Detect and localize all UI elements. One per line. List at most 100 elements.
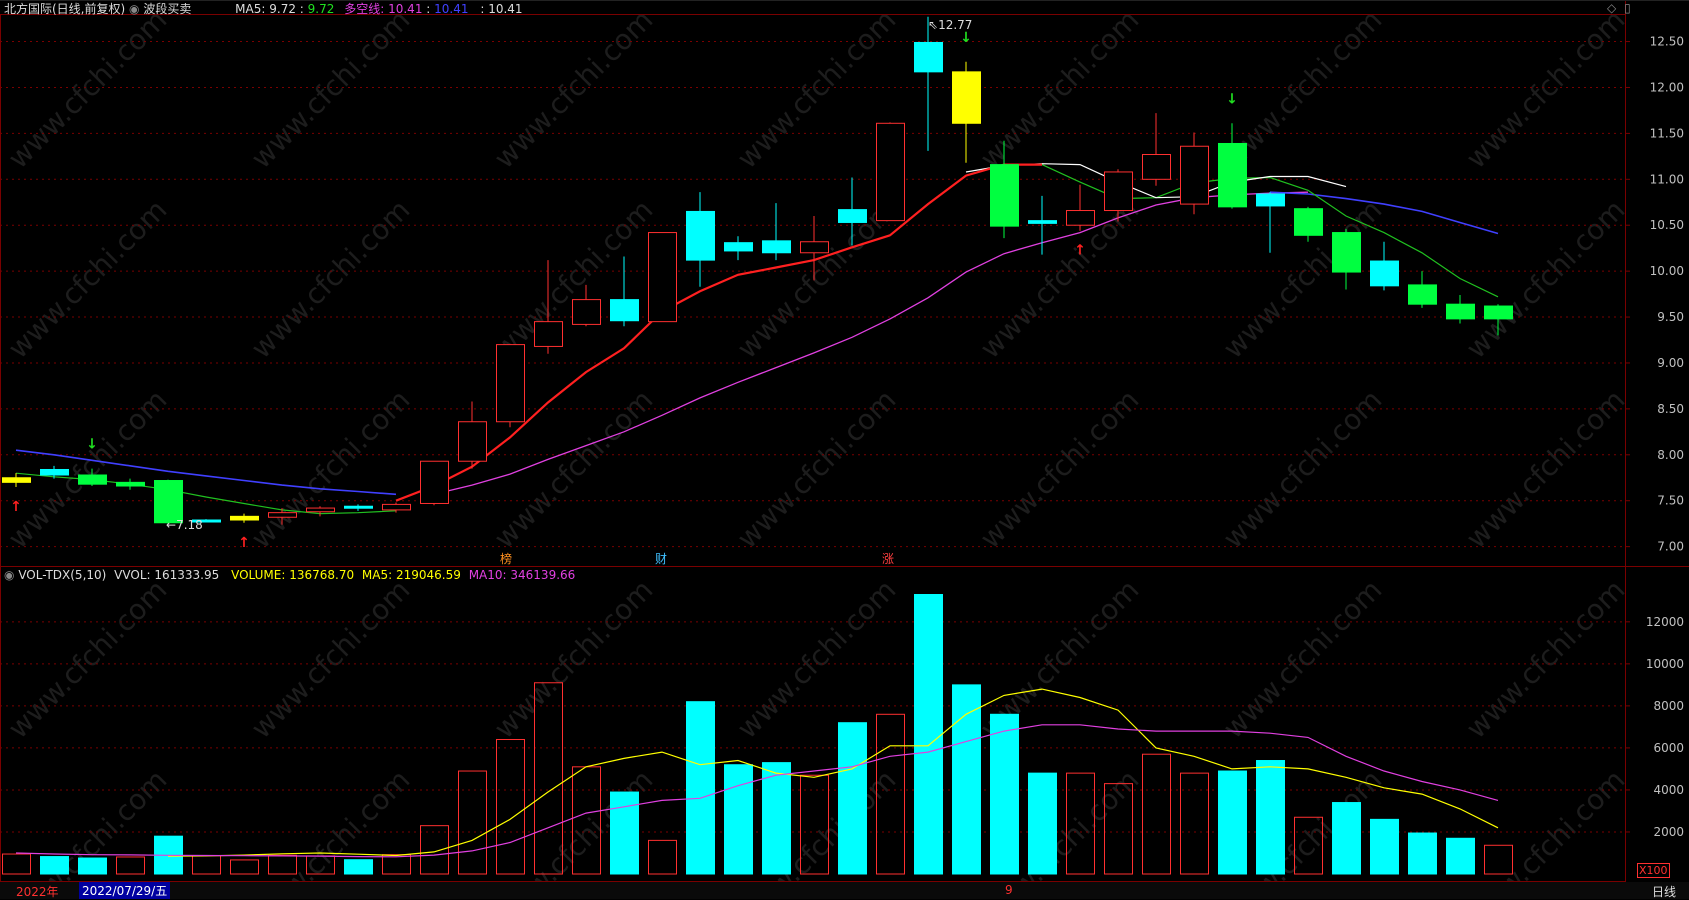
candle-body <box>420 460 449 504</box>
volume-bar <box>192 855 221 875</box>
volume-tick-label: 8000 <box>1653 699 1684 713</box>
price-tick-label: 7.00 <box>1657 540 1684 554</box>
volume-tick-label: 4000 <box>1653 783 1684 797</box>
price-tick-label: 12.00 <box>1650 80 1684 94</box>
volume-ma10-line <box>15 724 1499 858</box>
sell-arrow-icon: ↓ <box>1226 91 1238 107</box>
candle-body <box>686 210 715 261</box>
month-label: 9 <box>1005 883 1013 897</box>
candle-body <box>230 515 259 521</box>
price-tick-label: 11.50 <box>1650 126 1684 140</box>
dropdown-icon[interactable]: ◉ <box>129 2 140 16</box>
watermark-text: www.cfchi.com <box>974 3 1146 175</box>
event-marker-list[interactable]: 榜 <box>500 552 513 566</box>
buy-arrow-icon: ↑ <box>1074 243 1086 259</box>
volume-bar <box>1484 844 1513 875</box>
event-marker-finance[interactable]: 财 <box>655 552 668 566</box>
volume-bar <box>534 682 563 875</box>
dropdown-icon[interactable]: ◉ <box>4 568 15 582</box>
volume-bar <box>1142 753 1171 875</box>
candle-body <box>1180 145 1209 205</box>
stock-name[interactable]: 北方国际(日线,前复权) <box>4 2 126 16</box>
volume-bar <box>1370 818 1399 875</box>
watermark-text: www.cfchi.com <box>1460 573 1632 745</box>
magenta-ma-line <box>433 191 1309 495</box>
candle-body <box>1332 232 1361 273</box>
candle-body <box>1142 154 1171 180</box>
price-tick-label: 10.00 <box>1650 264 1684 278</box>
panel-icon[interactable]: ▯ <box>1624 1 1631 15</box>
volume-bar <box>1028 772 1057 875</box>
candle-body <box>1066 210 1095 226</box>
candle-body <box>610 299 639 322</box>
volume-bar <box>344 859 373 875</box>
indicator-name[interactable]: 波段买卖 <box>143 2 192 16</box>
buy-arrow-icon: ↑ <box>10 499 22 515</box>
dk-label: 多空线: <box>344 2 385 16</box>
watermark-text: www.cfchi.com <box>1460 3 1632 175</box>
volume-tick-label: 10000 <box>1646 657 1684 671</box>
crosshair-date: 2022/07/29/五 <box>79 882 171 899</box>
price-tick-label: 8.00 <box>1657 448 1684 462</box>
candle-body <box>648 232 677 323</box>
candle-body <box>1370 260 1399 287</box>
sell-arrow-icon: ↓ <box>86 437 98 453</box>
volume-ma-lines <box>15 688 1499 858</box>
diamond-icon[interactable]: ◇ <box>1607 1 1617 15</box>
red-ma-line <box>395 163 1042 502</box>
vol-indicator-name[interactable]: VOL-TDX(5,10) <box>18 568 107 582</box>
volume-bar <box>1332 802 1361 875</box>
watermark-text: www.cfchi.com <box>245 573 417 745</box>
blue-ma-line <box>1269 191 1499 235</box>
candle-body <box>876 122 905 222</box>
ma5-label: MA5: <box>235 2 266 16</box>
period-label[interactable]: 日线 <box>1652 885 1677 899</box>
volume-bar <box>1256 760 1285 875</box>
candle-body <box>762 240 791 254</box>
volume-bar <box>800 774 829 875</box>
chart-header: 北方国际(日线,前复权) ◉ 波段买卖 MA5: 9.72 : 9.72 多空线… <box>4 2 523 16</box>
candle-body <box>382 503 411 511</box>
candle-body <box>268 512 297 518</box>
candle-body <box>192 519 221 523</box>
watermark-text: www.cfchi.com <box>245 3 417 175</box>
candle-body <box>914 41 943 73</box>
watermark-text: www.cfchi.com <box>245 763 417 899</box>
ma5-value-2: 9.72 <box>307 2 335 16</box>
volume-bar <box>1066 772 1095 875</box>
volume-bar <box>458 770 487 875</box>
watermark-text: www.cfchi.com <box>1217 573 1389 745</box>
volume-bar <box>686 701 715 875</box>
price-tick-label: 12.50 <box>1650 35 1684 49</box>
candle-body <box>496 344 525 423</box>
candle-body <box>40 468 69 476</box>
volume-bar <box>230 859 259 875</box>
volume-value: VOLUME: 136768.70 <box>231 568 355 582</box>
price-tick-label: 10.50 <box>1650 218 1684 232</box>
watermark-text: www.cfchi.com <box>488 573 660 745</box>
price-tick-label: 9.00 <box>1657 356 1684 370</box>
volume-bar <box>2 853 31 875</box>
watermark-text: www.cfchi.com <box>974 383 1146 555</box>
volume-bar <box>40 856 69 875</box>
vol-ma10-value: MA10: 346139.66 <box>468 568 576 582</box>
candle-body <box>306 507 335 513</box>
watermark-text: www.cfchi.com <box>2 3 174 175</box>
volume-tick-label: 12000 <box>1646 615 1684 629</box>
candle-body <box>534 321 563 347</box>
volume-bar <box>838 722 867 875</box>
candle-body <box>1218 142 1247 208</box>
watermark-text: www.cfchi.com <box>2 573 174 745</box>
volume-bar <box>610 791 639 875</box>
candle-body <box>1294 208 1323 236</box>
volume-bar <box>268 854 297 875</box>
watermark-text: www.cfchi.com <box>2 763 174 899</box>
price-tick-label: 9.50 <box>1657 310 1684 324</box>
candle-body <box>1446 303 1475 320</box>
volume-bar <box>762 762 791 875</box>
vol-ma5-value: MA5: 219046.59 <box>361 568 461 582</box>
candle-body <box>1256 193 1285 207</box>
event-marker-limit-up[interactable]: 涨 <box>882 552 895 566</box>
volume-axis: 2000 4000 6000 8000 10000 12000 <box>1625 615 1684 839</box>
candle-body <box>2 477 31 483</box>
